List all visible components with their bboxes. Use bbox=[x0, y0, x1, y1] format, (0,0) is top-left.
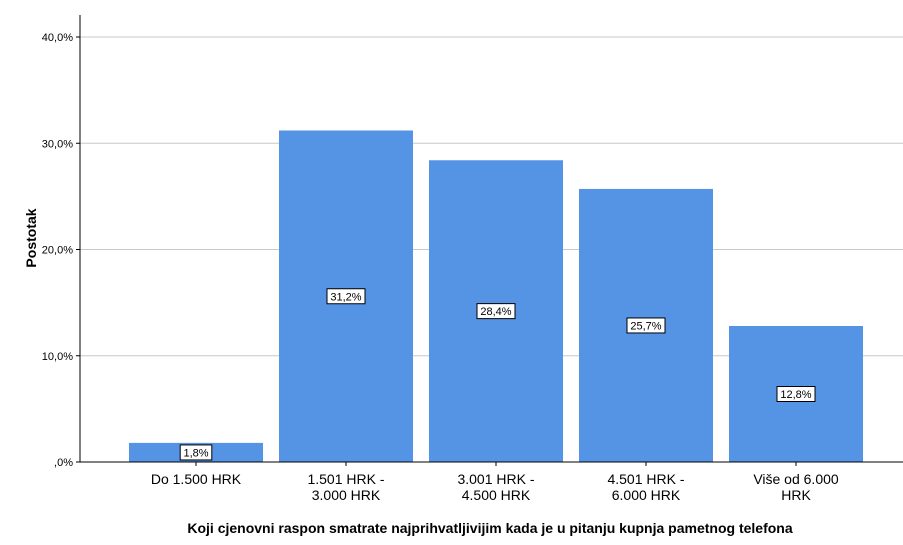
data-label: 25,7% bbox=[630, 320, 661, 332]
x-tick-label: 4.501 HRK -6.000 HRK bbox=[607, 471, 684, 503]
y-ticks: ,0% 10,0% 20,0% 30,0% 40,0% bbox=[42, 32, 80, 469]
data-label: 28,4% bbox=[480, 306, 511, 318]
x-tick-label: Do 1.500 HRK bbox=[151, 471, 242, 487]
data-labels: 1,8% 31,2% 28,4% 25,7% 12,8% bbox=[179, 288, 816, 461]
data-label: 1,8% bbox=[183, 447, 208, 459]
y-axis-title: Postotak bbox=[23, 208, 39, 267]
data-label: 12,8% bbox=[780, 389, 811, 401]
x-axis-title: Koji cjenovni raspon smatrate najprihvat… bbox=[187, 520, 792, 536]
y-tick-label: 40,0% bbox=[42, 32, 73, 44]
bars bbox=[129, 130, 863, 462]
data-label: 31,2% bbox=[330, 291, 361, 303]
data-label-box bbox=[776, 386, 816, 402]
data-label-box bbox=[476, 303, 516, 320]
data-label-box bbox=[179, 444, 213, 461]
y-tick-label: ,0% bbox=[54, 457, 73, 469]
data-label-box bbox=[326, 288, 366, 305]
x-tick-label: Više od 6.000 HRK bbox=[753, 471, 839, 503]
y-tick-label: 20,0% bbox=[42, 245, 73, 257]
y-tick-label: 10,0% bbox=[42, 351, 73, 363]
x-tick-label: 3.001 HRK -4.500 HRK bbox=[457, 471, 534, 503]
x-tick-label: 1.501 HRK -3.000 HRK bbox=[307, 471, 384, 503]
y-tick-label: 30,0% bbox=[42, 138, 73, 150]
data-label-box bbox=[626, 317, 666, 334]
x-ticks: Do 1.500 HRK 1.501 HRK -3.000 HRK 3.001 HR… bbox=[151, 462, 839, 503]
